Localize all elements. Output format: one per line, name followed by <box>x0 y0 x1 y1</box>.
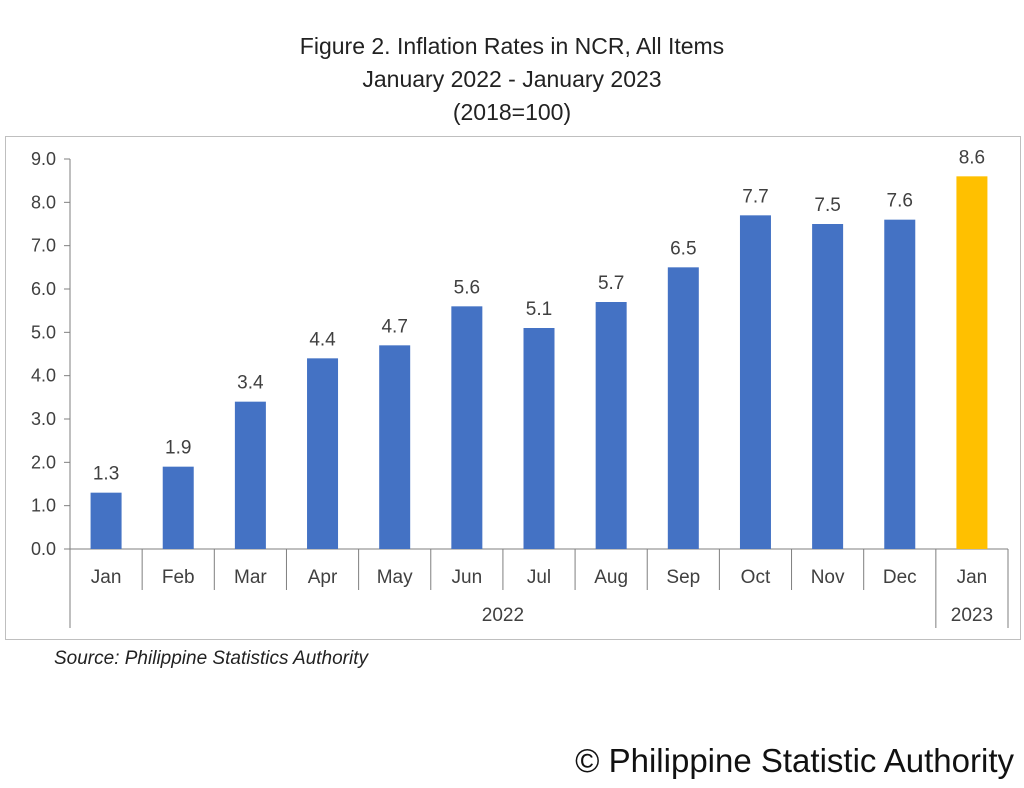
x-tick-label: Jun <box>452 567 483 588</box>
bar-sep-8 <box>667 267 699 549</box>
data-label: 7.6 <box>887 191 913 212</box>
data-label: 5.7 <box>598 273 624 294</box>
y-tick-label: 8.0 <box>31 192 56 212</box>
x-tick-label: Dec <box>883 567 917 588</box>
data-label: 4.4 <box>309 329 336 350</box>
x-tick-label: Apr <box>308 567 338 588</box>
y-tick-label: 5.0 <box>31 322 56 342</box>
x-tick-label: Jul <box>527 567 551 588</box>
x-tick-label: Aug <box>594 567 628 588</box>
x-group-label: 2022 <box>482 605 524 626</box>
y-tick-label: 1.0 <box>31 496 56 516</box>
bar-mar-2 <box>234 401 266 549</box>
x-tick-label: Feb <box>162 567 195 588</box>
chart-title-line-1: Figure 2. Inflation Rates in NCR, All It… <box>299 33 725 59</box>
x-tick-label: Jan <box>91 567 122 588</box>
data-label: 4.7 <box>381 316 407 337</box>
y-tick-label: 6.0 <box>31 279 56 299</box>
watermark: © Philippine Statistic Authority <box>575 742 1014 779</box>
x-group-label: 2023 <box>951 605 993 626</box>
data-label: 3.4 <box>237 373 264 394</box>
bar-may-4 <box>379 345 411 549</box>
chart-frame <box>5 136 1021 640</box>
data-label: 6.5 <box>670 238 696 259</box>
y-tick-label: 3.0 <box>31 409 56 429</box>
bar-apr-3 <box>307 358 339 549</box>
data-label: 7.5 <box>814 195 840 216</box>
bar-dec-11 <box>884 219 916 549</box>
data-label: 1.3 <box>93 464 119 485</box>
y-tick-label: 4.0 <box>31 366 56 386</box>
bar-jan-0 <box>90 492 122 549</box>
bar-jun-5 <box>451 306 483 549</box>
x-tick-label: Nov <box>811 567 845 588</box>
y-tick-label: 2.0 <box>31 452 56 472</box>
bar-oct-9 <box>739 215 771 550</box>
x-tick-label: Mar <box>234 567 267 588</box>
bar-jul-6 <box>523 328 555 549</box>
chart-title-line-3: (2018=100) <box>452 99 572 125</box>
y-tick-label: 7.0 <box>31 236 56 256</box>
x-tick-label: May <box>377 567 413 588</box>
chart-title-line-2: January 2022 - January 2023 <box>362 66 662 92</box>
y-tick-label: 9.0 <box>31 149 56 169</box>
data-label: 5.6 <box>454 277 480 298</box>
bar-jan-12 <box>956 176 988 550</box>
x-tick-label: Jan <box>957 567 988 588</box>
bar-aug-7 <box>595 302 627 549</box>
bar-nov-10 <box>812 224 844 549</box>
data-label: 5.1 <box>526 299 552 320</box>
source-note: Source: Philippine Statistics Authority <box>54 648 369 669</box>
data-label: 8.6 <box>959 147 985 168</box>
data-label: 7.7 <box>742 186 768 207</box>
data-label: 1.9 <box>165 438 191 459</box>
x-tick-label: Oct <box>741 567 771 588</box>
y-tick-label: 0.0 <box>31 539 56 559</box>
bar-feb-1 <box>162 466 194 549</box>
x-tick-label: Sep <box>666 567 700 588</box>
